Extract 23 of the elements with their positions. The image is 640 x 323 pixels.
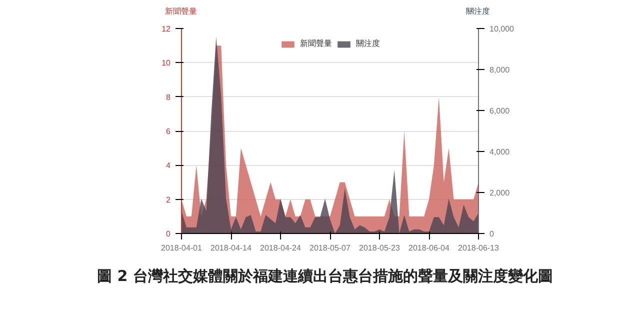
text: 圖 2 台灣社交媒體關於福建連續出台惠台措施的聲量及關注度變化圖 bbox=[97, 266, 553, 287]
x-tick-label: 2018-05-23 bbox=[359, 244, 401, 252]
y2-tick-label: 0 bbox=[490, 230, 494, 238]
y2-tick-label: 8,000 bbox=[490, 66, 510, 74]
y2-tick-label: 2,000 bbox=[490, 188, 510, 198]
x-tick-label: 2018-04-24 bbox=[260, 244, 302, 252]
x-tick-label: 2018-05-07 bbox=[310, 244, 352, 252]
y2-tick-label: 6,000 bbox=[490, 106, 510, 116]
y-tick-label: 4 bbox=[166, 161, 172, 170]
y-tick-label: 2 bbox=[166, 195, 172, 204]
y2-tick-label: 10,000 bbox=[490, 24, 515, 34]
y-tick-label: 12 bbox=[162, 24, 172, 34]
x-tick-label: 2018-04-01 bbox=[161, 244, 203, 252]
y-tick-label: 0 bbox=[166, 230, 172, 238]
x-tick-label: 2018-06-13 bbox=[458, 244, 500, 252]
legend-label: 關注度 bbox=[356, 38, 380, 49]
y-tick-label: 10 bbox=[162, 58, 172, 68]
x-tick-label: 2018-06-04 bbox=[408, 244, 450, 252]
y-tick-label: 8 bbox=[166, 92, 172, 102]
legend-label: 新聞聲量 bbox=[300, 38, 332, 49]
y2-tick-label: 4,000 bbox=[490, 148, 510, 156]
y-tick-label: 6 bbox=[166, 127, 172, 136]
x-tick-label: 2018-04-14 bbox=[210, 244, 252, 252]
